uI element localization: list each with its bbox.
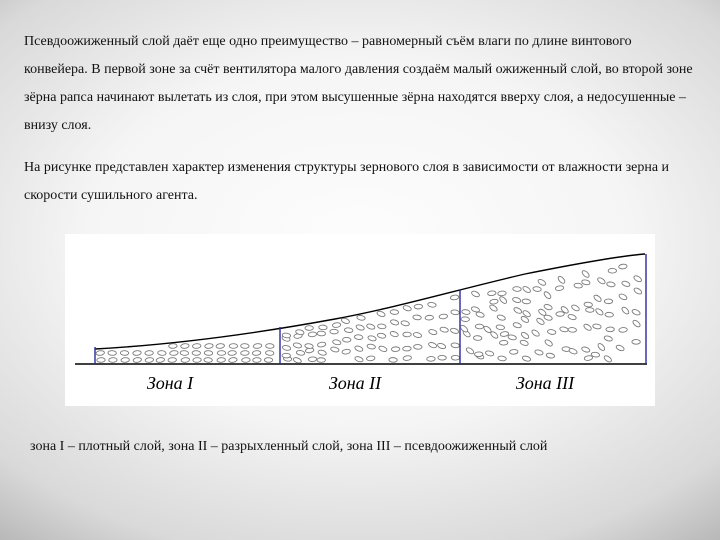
svg-text:Зона I: Зона I xyxy=(147,373,194,393)
svg-text:Зона II: Зона II xyxy=(329,373,382,393)
paragraph-2: На рисунке представлен характер изменени… xyxy=(24,154,696,210)
svg-text:Зона III: Зона III xyxy=(516,373,575,393)
figure-container: Зона I Зона II Зона III xyxy=(65,234,655,406)
paragraph-1: Псевдоожиженный слой даёт еще одно преим… xyxy=(24,28,696,140)
grain-layer-figure: Зона I Зона II Зона III xyxy=(65,234,655,406)
figure-caption: зона I – плотный слой, зона II – разрыхл… xyxy=(30,434,696,459)
